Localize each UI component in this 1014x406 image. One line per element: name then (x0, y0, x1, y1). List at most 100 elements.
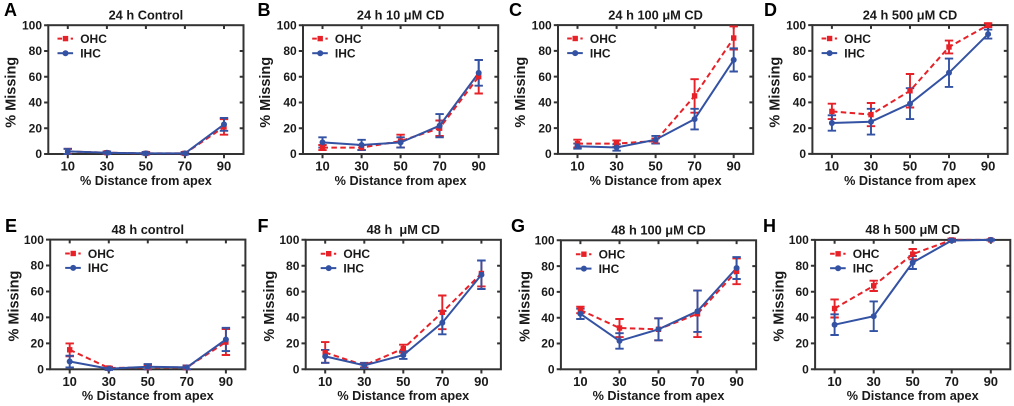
svg-text:0: 0 (37, 363, 44, 377)
svg-text:G: G (511, 216, 525, 236)
svg-text:70: 70 (432, 159, 446, 174)
svg-text:60: 60 (286, 285, 300, 299)
svg-text:F: F (258, 216, 269, 236)
svg-text:20: 20 (29, 121, 43, 135)
svg-text:60: 60 (31, 285, 45, 299)
svg-text:% Distance from apex: % Distance from apex (335, 174, 467, 188)
svg-text:0: 0 (290, 147, 297, 161)
svg-text:40: 40 (795, 311, 809, 325)
svg-text:% Missing: % Missing (767, 57, 783, 128)
svg-text:20: 20 (538, 121, 552, 135)
svg-text:60: 60 (541, 285, 555, 299)
svg-text:50: 50 (393, 159, 407, 174)
svg-text:0: 0 (293, 363, 300, 377)
svg-text:0: 0 (799, 147, 806, 161)
svg-text:B: B (258, 0, 271, 20)
svg-text:IHC: IHC (590, 46, 611, 60)
svg-text:100: 100 (277, 18, 297, 32)
svg-text:70: 70 (690, 374, 704, 389)
svg-text:10: 10 (61, 159, 75, 174)
svg-text:IHC: IHC (88, 261, 109, 275)
svg-text:70: 70 (178, 159, 192, 174)
svg-text:IHC: IHC (80, 47, 101, 61)
svg-text:100: 100 (22, 18, 42, 32)
svg-text:10: 10 (827, 374, 841, 389)
svg-text:50: 50 (648, 159, 662, 174)
svg-text:40: 40 (538, 96, 552, 110)
svg-text:60: 60 (793, 70, 807, 84)
svg-text:30: 30 (100, 159, 114, 174)
svg-text:% Distance from apex: % Distance from apex (590, 174, 722, 188)
svg-text:70: 70 (180, 374, 194, 389)
svg-text:20: 20 (31, 337, 45, 351)
svg-text:90: 90 (217, 159, 231, 174)
svg-text:24 h 500 μM CD: 24 h 500 μM CD (863, 7, 958, 22)
svg-text:0: 0 (802, 363, 809, 377)
svg-text:100: 100 (24, 233, 44, 247)
svg-text:A: A (4, 0, 17, 20)
svg-text:% Distance from apex: % Distance from apex (847, 389, 979, 403)
svg-text:0: 0 (545, 147, 552, 161)
svg-text:D: D (764, 0, 777, 20)
svg-text:24 h Control: 24 h Control (109, 7, 184, 22)
svg-text:OHC: OHC (590, 32, 617, 46)
svg-text:100: 100 (279, 233, 299, 247)
svg-text:50: 50 (139, 159, 153, 174)
svg-text:10: 10 (573, 374, 587, 389)
svg-text:IHC: IHC (335, 47, 356, 61)
svg-text:30: 30 (609, 159, 623, 174)
svg-text:40: 40 (283, 96, 297, 110)
svg-text:IHC: IHC (599, 262, 620, 276)
svg-text:% Missing: % Missing (772, 271, 788, 342)
svg-text:80: 80 (31, 259, 45, 273)
svg-text:% Distance from apex: % Distance from apex (82, 389, 214, 403)
svg-text:90: 90 (474, 374, 488, 389)
svg-text:48 h μM CD: 48 h μM CD (367, 222, 440, 237)
svg-text:% Missing: % Missing (7, 271, 23, 342)
svg-text:30: 30 (612, 374, 626, 389)
svg-text:80: 80 (29, 44, 43, 58)
svg-text:70: 70 (942, 159, 956, 174)
svg-text:OHC: OHC (853, 247, 880, 261)
svg-text:100: 100 (535, 234, 555, 248)
svg-text:80: 80 (286, 259, 300, 273)
svg-text:IHC: IHC (853, 262, 874, 276)
svg-text:% Missing: % Missing (258, 57, 274, 128)
svg-text:OHC: OHC (599, 248, 626, 262)
svg-text:100: 100 (789, 233, 809, 247)
svg-text:20: 20 (286, 337, 300, 351)
svg-text:% Missing: % Missing (513, 57, 529, 128)
svg-text:10: 10 (62, 374, 76, 389)
svg-text:10: 10 (825, 159, 839, 174)
svg-text:% Missing: % Missing (3, 57, 19, 128)
svg-text:E: E (5, 216, 17, 236)
svg-text:90: 90 (729, 374, 743, 389)
svg-text:100: 100 (786, 18, 806, 32)
svg-text:60: 60 (29, 70, 43, 84)
svg-text:H: H (763, 216, 776, 236)
svg-text:20: 20 (283, 121, 297, 135)
svg-text:30: 30 (102, 374, 116, 389)
svg-text:50: 50 (903, 159, 917, 174)
svg-text:40: 40 (793, 96, 807, 110)
svg-text:30: 30 (864, 159, 878, 174)
svg-text:OHC: OHC (335, 32, 362, 46)
svg-text:48 h 500 μM CD: 48 h 500 μM CD (865, 222, 960, 237)
svg-text:% Missing: % Missing (517, 271, 533, 342)
svg-text:% Distance from apex: % Distance from apex (80, 174, 212, 188)
svg-text:90: 90 (981, 159, 995, 174)
svg-text:10: 10 (570, 159, 584, 174)
svg-text:OHC: OHC (80, 32, 107, 46)
svg-text:80: 80 (283, 44, 297, 58)
svg-text:80: 80 (538, 44, 552, 58)
svg-text:IHC: IHC (844, 46, 865, 60)
svg-text:40: 40 (286, 311, 300, 325)
svg-text:IHC: IHC (343, 261, 364, 275)
svg-text:48 h 100 μM CD: 48 h 100 μM CD (611, 223, 706, 238)
svg-text:0: 0 (548, 363, 555, 377)
svg-text:30: 30 (866, 374, 880, 389)
svg-text:70: 70 (687, 159, 701, 174)
svg-text:40: 40 (541, 311, 555, 325)
svg-text:80: 80 (795, 259, 809, 273)
svg-text:40: 40 (29, 96, 43, 110)
